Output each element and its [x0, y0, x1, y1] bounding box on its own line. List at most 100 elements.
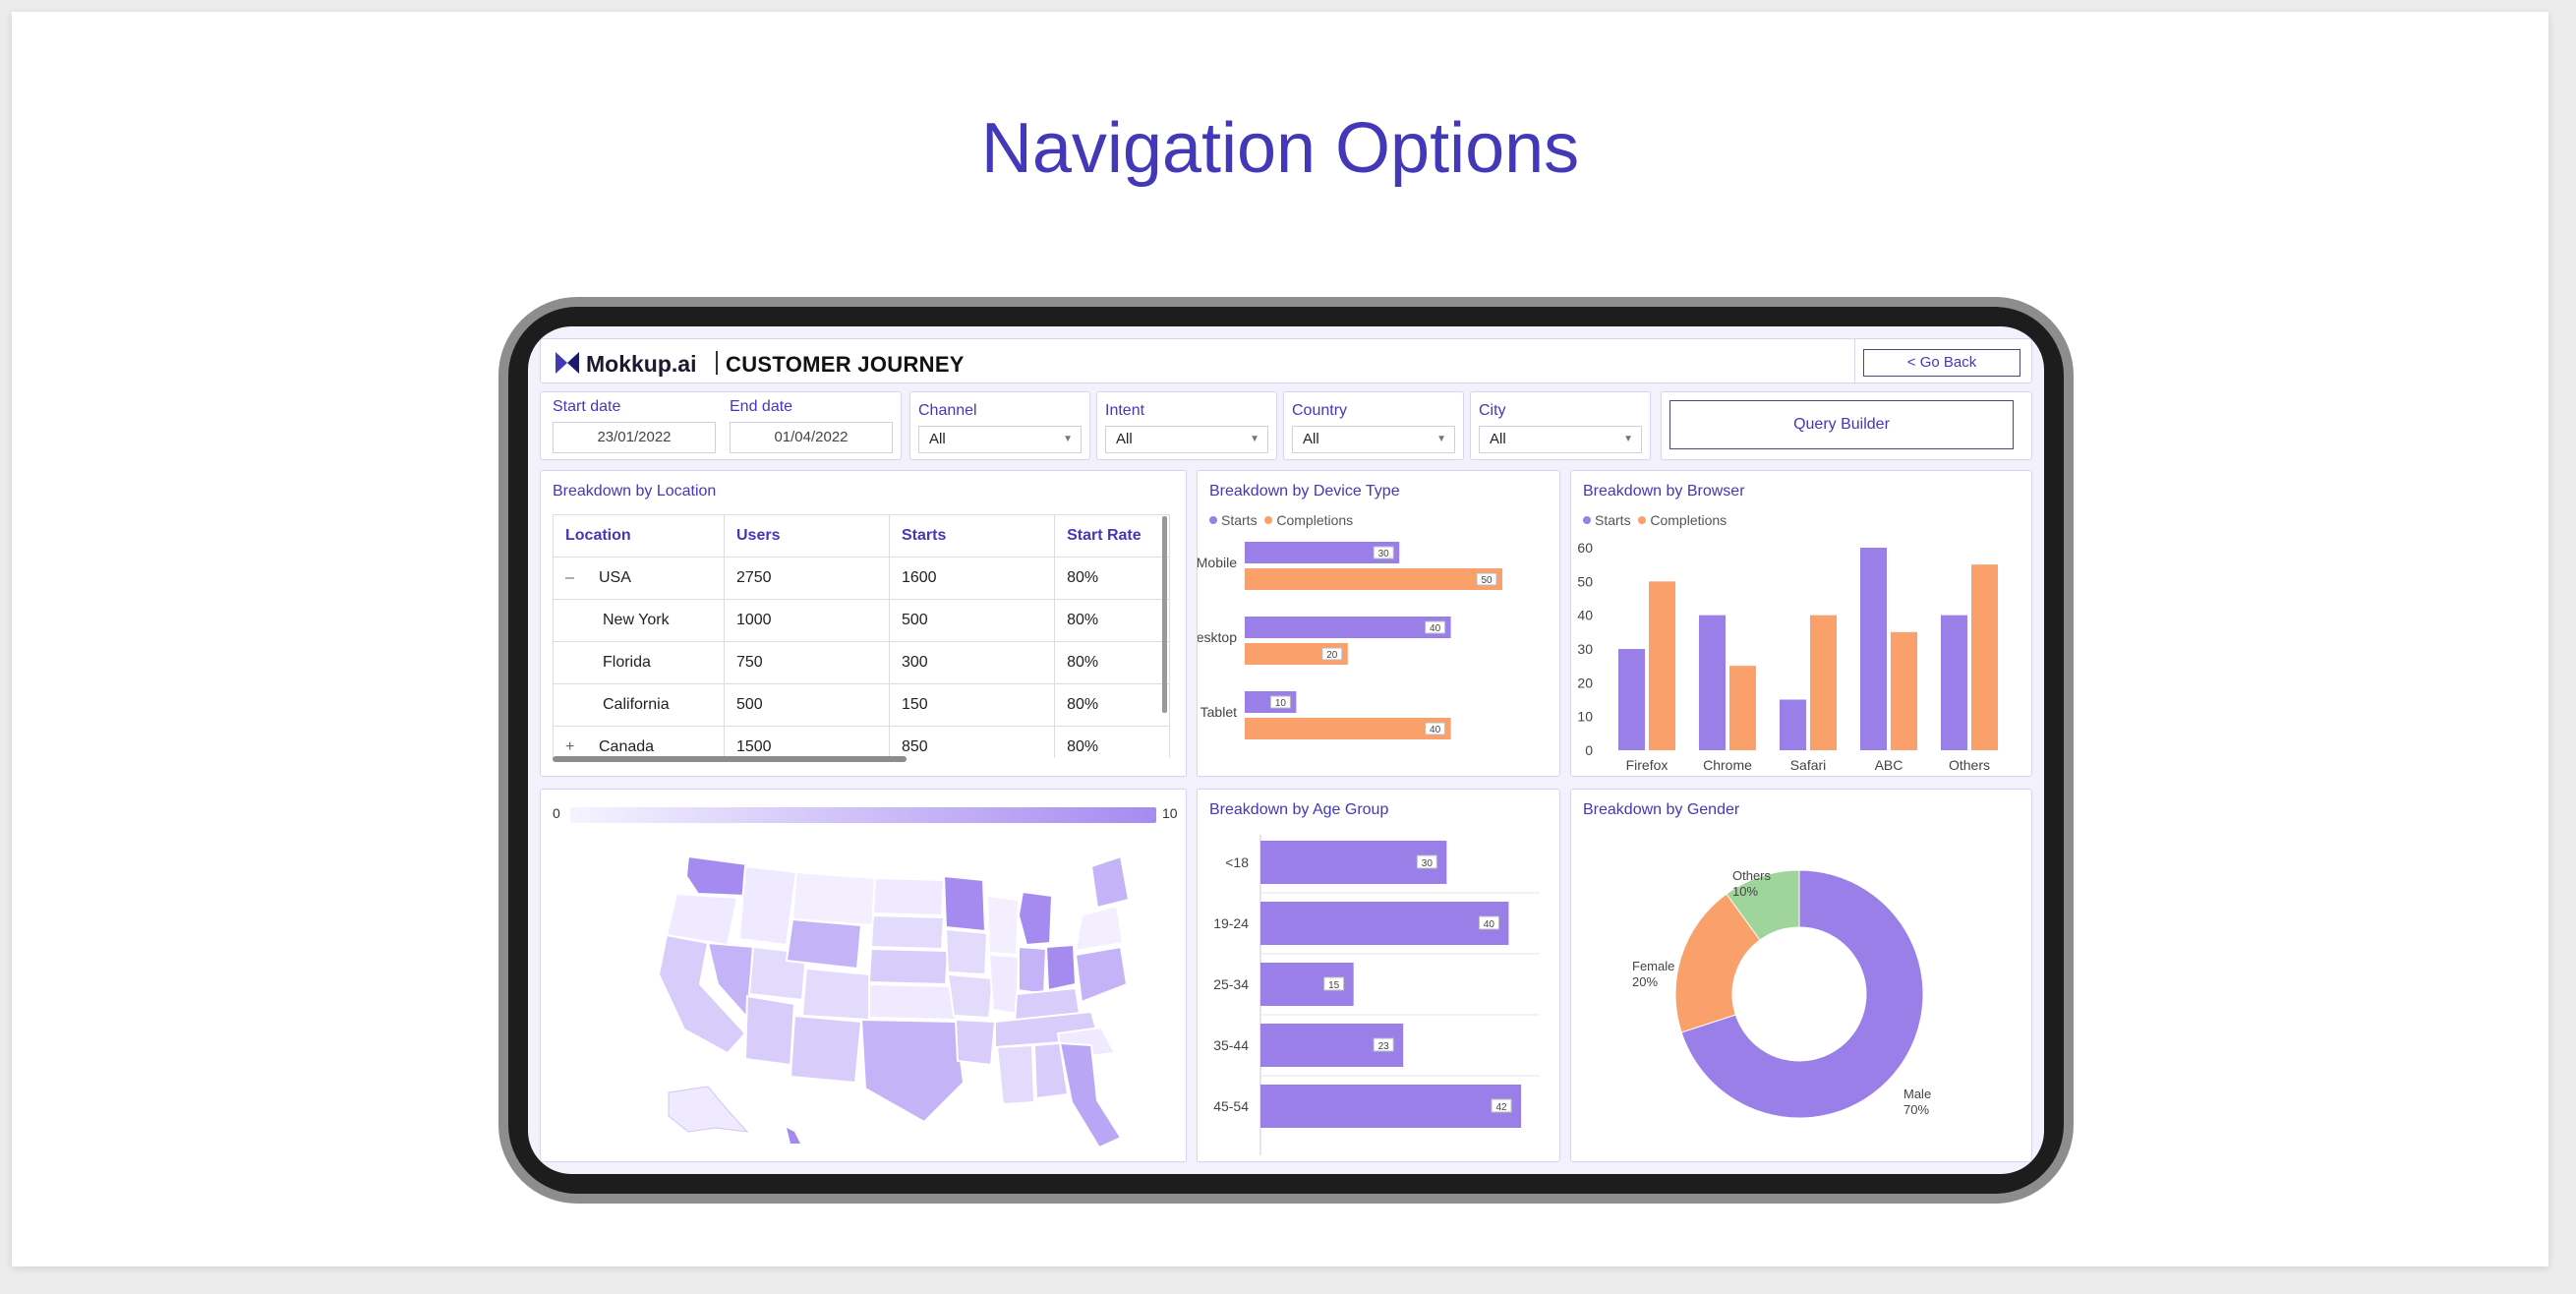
bar-starts[interactable] — [1245, 542, 1400, 563]
end-date-input[interactable]: 01/04/2022 — [730, 422, 893, 453]
mokkup-logo-icon — [556, 352, 579, 374]
map-region[interactable] — [657, 933, 747, 1055]
bar-starts[interactable] — [1780, 699, 1806, 751]
map-region-alaska[interactable] — [668, 1086, 749, 1133]
map-region[interactable] — [1018, 945, 1048, 996]
map-region[interactable] — [942, 874, 987, 933]
slice-percent: 10% — [1732, 884, 1758, 899]
app-title: CUSTOMER JOURNEY — [726, 352, 965, 377]
start-rate-cell: 80% — [1054, 641, 1170, 684]
map-region-hawaii[interactable] — [787, 1128, 800, 1144]
category-label: Mobile — [1198, 555, 1237, 570]
donut-slice-male[interactable] — [1680, 869, 1924, 1119]
map-region[interactable] — [946, 972, 995, 1020]
map-region[interactable] — [987, 953, 1021, 1016]
map-region[interactable] — [785, 917, 863, 970]
age-group-title: Breakdown by Age Group — [1209, 801, 1389, 818]
map-region[interactable] — [1032, 1041, 1070, 1100]
bar-starts[interactable] — [1860, 548, 1887, 750]
users-cell: 500 — [723, 683, 890, 727]
dashboard-screen: Mokkup.ai CUSTOMER JOURNEY < Go Back Sta… — [528, 326, 2044, 1174]
channel-value: All — [929, 431, 946, 447]
data-label: 40 — [1484, 919, 1495, 930]
map-region[interactable] — [1017, 890, 1054, 947]
browser-svg: 0 10 20 30 40 50 60 Firefox Chrome Safari ABC Other… — [1577, 540, 1998, 773]
vertical-scrollbar[interactable] — [1162, 516, 1167, 713]
data-label-bg — [1321, 647, 1343, 661]
donut-slice-others[interactable] — [1726, 869, 1800, 941]
horizontal-scrollbar[interactable] — [553, 756, 907, 762]
map-region[interactable] — [1089, 854, 1131, 910]
slide-title: Navigation Options — [980, 109, 1580, 188]
map-region[interactable] — [869, 913, 946, 951]
bar-starts[interactable] — [1699, 615, 1726, 750]
table-row: + Canada 1500 850 80% — [553, 726, 1170, 758]
map-region[interactable] — [867, 947, 950, 986]
intent-select[interactable]: All ▼ — [1105, 426, 1268, 453]
map-region[interactable] — [684, 854, 749, 898]
map-region[interactable] — [954, 1018, 997, 1067]
map-region[interactable] — [1074, 904, 1125, 953]
map-region[interactable] — [743, 994, 796, 1067]
start-rate-cell: 80% — [1054, 557, 1170, 600]
users-cell: 750 — [723, 641, 890, 684]
bar-completions[interactable] — [1245, 568, 1502, 590]
map-region[interactable] — [1074, 945, 1129, 1004]
x-tick-label: Safari — [1790, 757, 1827, 773]
legend-label-starts: Starts — [1595, 512, 1631, 528]
x-tick-label: ABC — [1875, 757, 1903, 773]
bar-completions[interactable] — [1971, 564, 1998, 750]
map-region[interactable] — [871, 876, 946, 917]
bar-age[interactable] — [1260, 902, 1509, 945]
location-cell: Florida — [553, 641, 725, 684]
country-select[interactable]: All ▼ — [1292, 426, 1455, 453]
start-date-input[interactable]: 23/01/2022 — [553, 422, 716, 453]
expand-toggle-icon[interactable]: + — [565, 738, 575, 755]
column-header-starts[interactable]: Starts — [888, 514, 1056, 558]
bar-completions[interactable] — [1649, 581, 1675, 750]
tablet-frame: Mokkup.ai CUSTOMER JOURNEY < Go Back Sta… — [498, 297, 2074, 1204]
map-region[interactable] — [800, 967, 873, 1022]
start-date-label: Start date — [553, 398, 621, 415]
bar-completions[interactable] — [1729, 666, 1756, 750]
age-group-card: Breakdown by Age Group <18 30 19-24 40 25-34… — [1197, 789, 1560, 1162]
map-region[interactable] — [868, 982, 958, 1022]
country-label: Country — [1292, 402, 1348, 419]
bar-completions[interactable] — [1891, 631, 1917, 750]
map-region[interactable] — [737, 864, 798, 947]
bar-age[interactable] — [1260, 1085, 1522, 1128]
map-region[interactable] — [944, 927, 989, 976]
map-region[interactable] — [1044, 943, 1078, 992]
x-tick-label: Firefox — [1626, 757, 1669, 773]
channel-select[interactable]: All ▼ — [918, 426, 1082, 453]
go-back-button[interactable]: < Go Back — [1863, 349, 2020, 377]
bar-starts[interactable] — [1618, 649, 1645, 750]
us-choropleth-map[interactable] — [629, 837, 1131, 1151]
column-header-location[interactable]: Location — [553, 514, 725, 558]
map-region[interactable] — [790, 870, 877, 927]
map-region[interactable] — [789, 1014, 863, 1085]
chevron-down-icon: ▼ — [1063, 434, 1073, 444]
query-builder-button[interactable]: Query Builder — [1669, 400, 2014, 449]
data-label-bg — [1491, 1098, 1512, 1113]
column-header-users[interactable]: Users — [723, 514, 890, 558]
bar-age[interactable] — [1260, 841, 1447, 884]
data-label-bg — [1425, 620, 1446, 634]
collapse-toggle-icon[interactable]: – — [565, 569, 574, 586]
map-region[interactable] — [995, 1043, 1036, 1106]
bar-starts[interactable] — [1941, 615, 1967, 750]
bar-completions[interactable] — [1245, 718, 1451, 739]
country-value: All — [1303, 431, 1319, 447]
map-region[interactable] — [985, 894, 1021, 957]
gender-title: Breakdown by Gender — [1583, 801, 1740, 818]
column-header-start-rate[interactable]: Start Rate — [1054, 514, 1170, 558]
city-select[interactable]: All ▼ — [1479, 426, 1642, 453]
bar-starts[interactable] — [1245, 617, 1451, 638]
device-type-card: Breakdown by Device Type Starts Completi… — [1197, 470, 1560, 777]
map-region[interactable] — [1058, 1041, 1123, 1149]
bar-completions[interactable] — [1810, 615, 1837, 750]
slice-percent: 20% — [1632, 974, 1658, 989]
map-region[interactable] — [859, 1018, 966, 1124]
table-row: Florida 750 300 80% — [553, 641, 1170, 684]
location-cell: + Canada — [553, 726, 725, 758]
